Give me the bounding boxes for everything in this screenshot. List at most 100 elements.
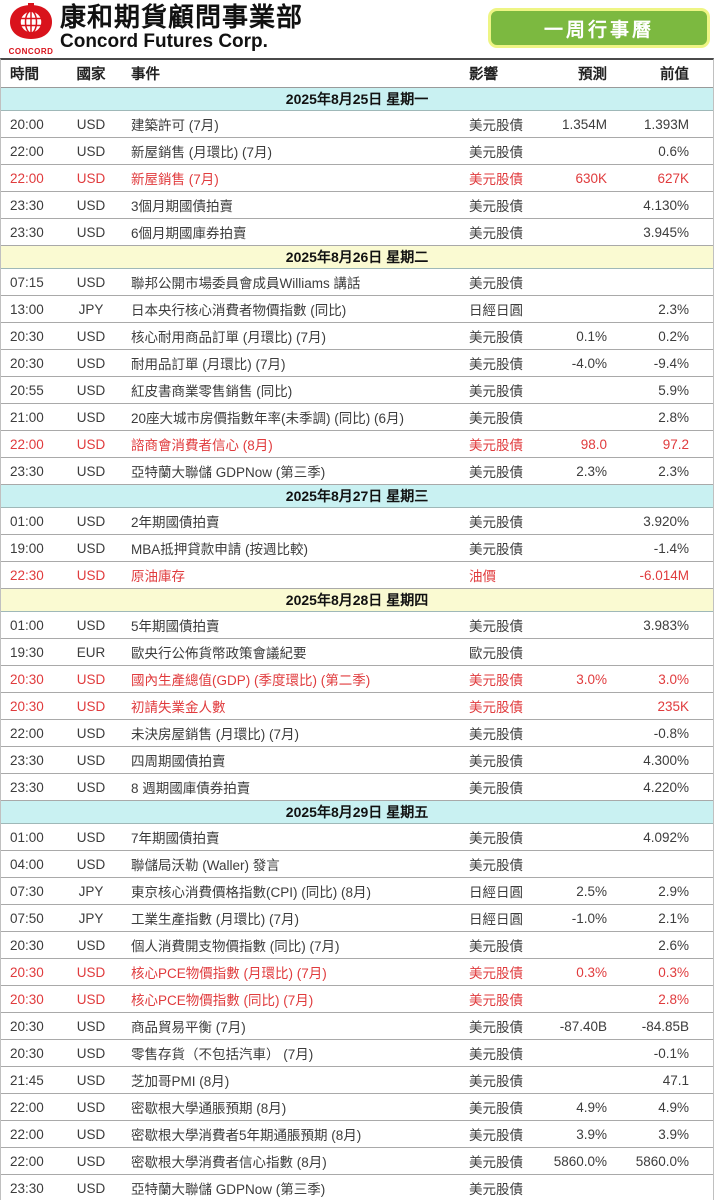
event-event: 諮商會消費者信心 (8月) [131,438,273,453]
event-previous: 2.8% [658,991,689,1007]
event-country: JPY [78,883,104,899]
calendar-body: 2025年8月25日 星期一 20:00 USD 建築許可 (7月) 美元股債 1.354… [1,88,713,1200]
event-country: USD [76,829,106,845]
event-row: 23:30 USD 3個月期國債拍賣 美元股債 4.130% [1,192,713,219]
event-country: EUR [76,644,106,660]
event-impact: 美元股債 [469,727,523,742]
event-previous: 1.393M [643,116,689,132]
event-impact: 日經日圓 [469,912,523,927]
event-row: 23:30 USD 亞特蘭大聯儲 GDPNow (第三季) 美元股債 [1,1175,713,1200]
event-impact: 美元股債 [469,1128,523,1143]
event-previous: 47.1 [662,1072,689,1088]
event-time: 01:00 [10,829,44,845]
event-event: 東京核心消費價格指數(CPI) (同比) (8月) [131,885,371,900]
event-time: 07:15 [10,274,44,290]
event-time: 23:30 [10,752,44,768]
day-header: 2025年8月28日 星期四 [1,589,713,612]
event-event: 國內生產總值(GDP) (季度環比) (第二季) [131,673,371,688]
event-row: 22:00 USD 密歇根大學消費者信心指數 (8月) 美元股債 5860.0% 5860… [1,1148,713,1175]
event-country: USD [76,170,106,186]
day-header: 2025年8月29日 星期五 [1,801,713,824]
event-row: 20:55 USD 紅皮書商業零售銷售 (同比) 美元股債 5.9% [1,377,713,404]
event-event: 四周期國債拍賣 [131,754,226,769]
event-event: 5年期國債拍賣 [131,619,220,634]
event-previous: 4.300% [643,752,689,768]
event-time: 20:30 [10,1045,44,1061]
event-time: 22:30 [10,567,44,583]
event-previous: -6.014M [639,567,689,583]
event-previous: 4.130% [643,197,689,213]
event-previous: -9.4% [653,355,689,371]
event-row: 20:30 USD 商品貿易平衡 (7月) 美元股債 -87.40B -84.85B [1,1013,713,1040]
event-country: USD [76,1180,106,1196]
event-forecast: 2.5% [576,883,607,899]
event-country: USD [76,1153,106,1169]
event-previous: 97.2 [662,436,689,452]
day-header: 2025年8月25日 星期一 [1,88,713,111]
event-forecast: 630K [575,170,607,186]
event-event: 未決房屋銷售 (月環比) (7月) [131,727,299,742]
event-time: 20:55 [10,382,44,398]
event-previous: 0.6% [658,143,689,159]
event-impact: 美元股債 [469,384,523,399]
event-country: USD [76,382,106,398]
event-time: 23:30 [10,224,44,240]
event-country: USD [76,1072,106,1088]
event-event: 初請失業金人數 [131,700,226,715]
event-previous: -84.85B [641,1018,689,1034]
event-impact: 美元股債 [469,939,523,954]
event-time: 20:30 [10,671,44,687]
event-row: 20:30 USD 初請失業金人數 美元股債 235K [1,693,713,720]
event-time: 19:30 [10,644,44,660]
event-event: 核心耐用商品訂單 (月環比) (7月) [131,330,326,345]
event-previous: 4.9% [658,1099,689,1115]
event-row: 20:30 USD 核心PCE物價指數 (月環比) (7月) 美元股債 0.3% 0.3% [1,959,713,986]
event-time: 01:00 [10,513,44,529]
event-impact: 美元股債 [469,276,523,291]
event-impact: 日經日圓 [469,303,523,318]
event-impact: 美元股債 [469,465,523,480]
event-impact: 美元股債 [469,831,523,846]
event-time: 23:30 [10,1180,44,1196]
event-time: 20:30 [10,698,44,714]
event-time: 22:00 [10,1153,44,1169]
event-impact: 美元股債 [469,781,523,796]
event-country: JPY [78,910,104,926]
column-header-previous: 前值 [660,67,689,83]
event-previous: -1.4% [653,540,689,556]
event-row: 23:30 USD 8 週期國庫債券拍賣 美元股債 4.220% [1,774,713,801]
event-row: 19:30 EUR 歐央行公佈貨幣政策會議紀要 歐元股債 [1,639,713,666]
event-previous: 2.3% [658,301,689,317]
event-time: 20:00 [10,116,44,132]
event-forecast: 1.354M [561,116,607,132]
event-impact: 美元股債 [469,411,523,426]
weekly-calendar-banner-button[interactable]: 一周行事曆 [488,8,710,48]
event-time: 22:00 [10,1099,44,1115]
event-event: 個人消費開支物價指數 (同比) (7月) [131,939,340,954]
event-forecast: 3.9% [576,1126,607,1142]
event-impact: 美元股債 [469,172,523,187]
event-previous: 4.220% [643,779,689,795]
event-event: 日本央行核心消費者物價指數 (同比) [131,303,347,318]
event-row: 22:00 USD 諮商會消費者信心 (8月) 美元股債 98.0 97.2 [1,431,713,458]
event-time: 22:00 [10,1126,44,1142]
event-time: 01:00 [10,617,44,633]
event-event: 20座大城市房價指數年率(未季調) (同比) (6月) [131,411,404,426]
event-event: 建築許可 (7月) [131,118,219,133]
event-country: USD [76,1018,106,1034]
event-time: 22:00 [10,143,44,159]
event-impact: 美元股債 [469,357,523,372]
event-time: 20:30 [10,937,44,953]
event-row: 22:00 USD 密歇根大學消費者5年期通脹預期 (8月) 美元股債 3.9% 3.9% [1,1121,713,1148]
event-impact: 美元股債 [469,858,523,873]
event-event: 歐央行公佈貨幣政策會議紀要 [131,646,307,661]
event-impact: 日經日圓 [469,885,523,900]
event-country: JPY [78,301,104,317]
event-previous: 627K [657,170,689,186]
event-previous: 3.983% [643,617,689,633]
event-impact: 美元股債 [469,118,523,133]
event-event: 核心PCE物價指數 (同比) (7月) [131,993,314,1008]
event-event: 芝加哥PMI (8月) [131,1074,230,1089]
event-country: USD [76,409,106,425]
event-row: 20:30 USD 核心PCE物價指數 (同比) (7月) 美元股債 2.8% [1,986,713,1013]
